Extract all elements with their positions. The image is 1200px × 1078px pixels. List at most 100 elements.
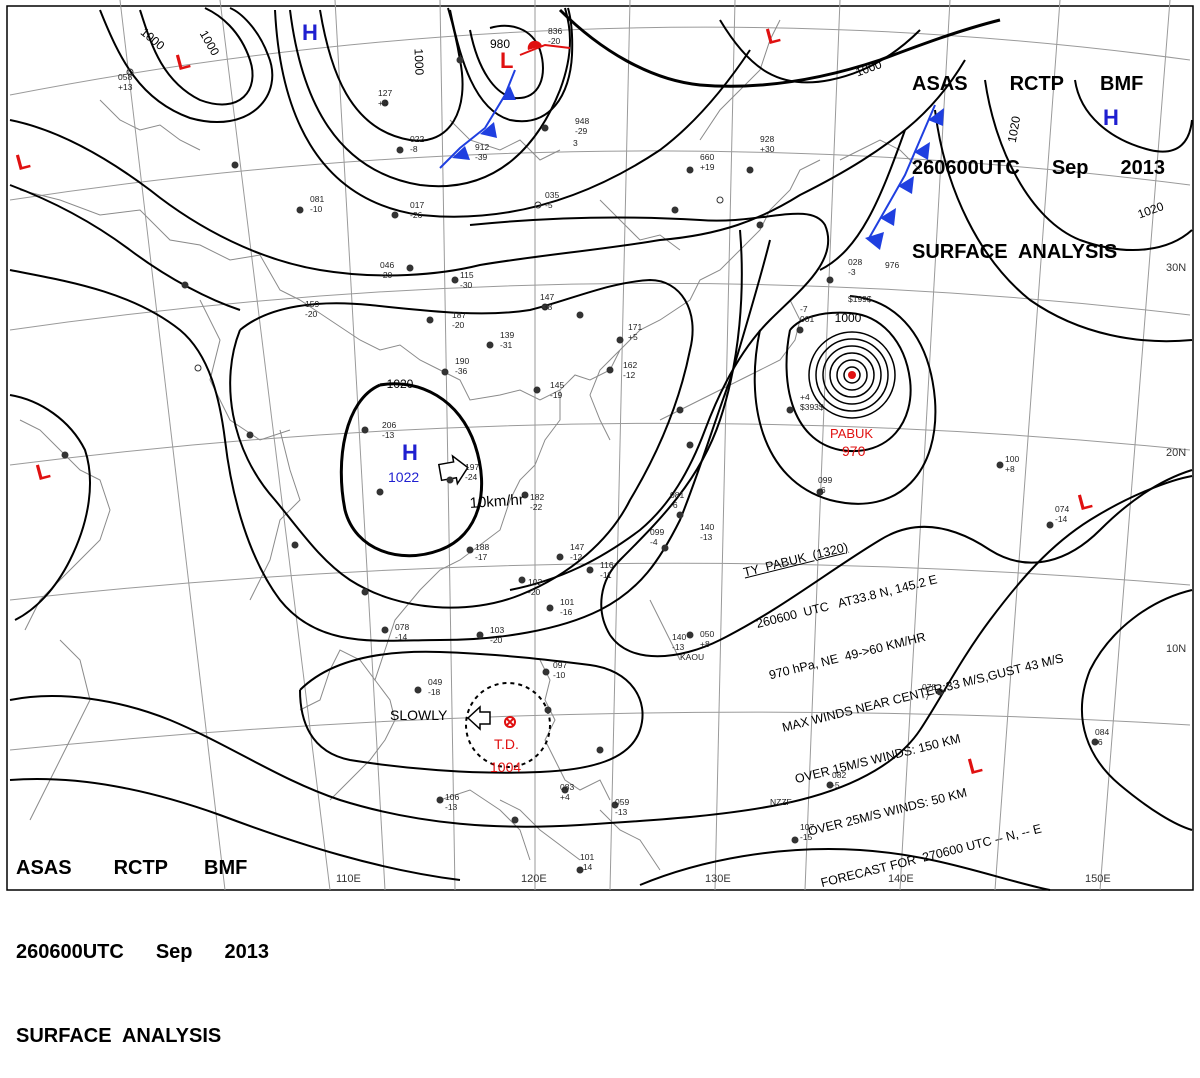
station-value: -10 xyxy=(310,204,323,214)
station-value: -17 xyxy=(475,552,488,562)
station-value: 082 xyxy=(832,770,846,780)
station-value: 976 xyxy=(885,260,899,270)
high-pressure-value: 1022 xyxy=(388,469,419,485)
isobar-label: 1020 xyxy=(387,377,414,391)
lat-lon-grid xyxy=(9,0,1191,891)
station-value: -31 xyxy=(500,340,513,350)
station-value: 948 xyxy=(575,116,589,126)
isobar-label: 1000 xyxy=(835,311,862,325)
low-center-label: L xyxy=(13,148,32,176)
station-value: +8 xyxy=(700,639,710,649)
parallel-line xyxy=(9,26,1191,96)
station-value: +30 xyxy=(760,144,775,154)
station-value: -20 xyxy=(305,309,318,319)
typhoon-name: PABUK xyxy=(830,426,873,441)
isobars xyxy=(9,7,1193,891)
isobar xyxy=(819,129,906,271)
station-value: 059 xyxy=(615,797,629,807)
isobar-label: 1000 xyxy=(412,48,427,75)
station-value: 147 xyxy=(540,292,554,302)
station-value: $199$ xyxy=(848,294,872,304)
station-value: -24 xyxy=(465,472,478,482)
station-value: -13 xyxy=(700,532,713,542)
header-bottom-line1: ASAS RCTP BMF xyxy=(16,857,248,879)
isobar-1000 xyxy=(719,19,921,84)
station-value: NZZF xyxy=(770,797,792,807)
station-value: -12 xyxy=(570,552,583,562)
isobar xyxy=(469,212,830,591)
station-value: 101 xyxy=(580,852,594,862)
isobar xyxy=(289,7,571,188)
station-value: +4 xyxy=(378,98,388,108)
lon-label: 140E xyxy=(888,873,914,885)
meridian-line xyxy=(994,0,1061,891)
td-pressure: 1004 xyxy=(490,759,521,775)
station-value: 159 xyxy=(305,299,319,309)
map-border xyxy=(6,5,1194,891)
td-motion-arrow-icon xyxy=(466,705,491,731)
station-value: -5 xyxy=(545,200,553,210)
isobar xyxy=(9,184,241,311)
station-value: 001 xyxy=(800,314,814,324)
low-center-label: L xyxy=(763,22,782,50)
isobar-label: 980 xyxy=(490,37,510,51)
isobar xyxy=(139,7,254,106)
pressure-centers: H H H L L L L L L L xyxy=(13,20,1119,779)
station-value: -6 xyxy=(818,485,826,495)
station-value: 084 xyxy=(1095,727,1109,737)
isobar-label: 1000 xyxy=(197,28,223,58)
isobar-1000-pabuk xyxy=(785,311,912,453)
station-value: 928 xyxy=(760,134,774,144)
parallel-line xyxy=(9,150,1191,201)
station-value: 028 xyxy=(848,257,862,267)
station-value: -15 xyxy=(800,832,813,842)
header-top-line3: SURFACE ANALYSIS xyxy=(912,241,1118,263)
station-value: 190 xyxy=(455,356,469,366)
isobar xyxy=(9,778,461,881)
station-value: 046 xyxy=(380,260,394,270)
isobar xyxy=(449,7,574,123)
station-value: -19 xyxy=(550,390,563,400)
isobar-labels: 1000 1000 1000 1000 1020 1020 1020 1000 … xyxy=(138,25,1166,391)
station-value: 116 xyxy=(600,560,614,570)
isobar xyxy=(639,848,1051,891)
station-value: 660 xyxy=(700,152,714,162)
meridian-line xyxy=(804,0,841,891)
isobar-label: 1020 xyxy=(1005,115,1023,144)
station-value: +8 xyxy=(1005,464,1015,474)
station-value: 103 xyxy=(490,625,504,635)
parallel-line xyxy=(9,282,1191,331)
isobar xyxy=(99,7,274,124)
isobar-1020-high xyxy=(339,382,483,558)
parallel-line xyxy=(9,422,1191,466)
cold-front-east xyxy=(865,104,944,250)
station-value: 188 xyxy=(475,542,489,552)
station-value: +13 xyxy=(118,82,133,92)
station-value: 127 xyxy=(378,88,392,98)
station-value: -13 xyxy=(615,807,628,817)
station-value: 187 xyxy=(452,310,466,320)
typhoon-isobars xyxy=(808,331,896,419)
isobar-label: 1000 xyxy=(854,57,884,79)
meridian-line xyxy=(1099,0,1171,891)
low-center-label: L xyxy=(33,458,52,486)
station-value: -7 xyxy=(800,304,808,314)
station-value: -20 xyxy=(452,320,465,330)
isobar xyxy=(600,229,1193,658)
station-value: 017 xyxy=(410,200,424,210)
station-value: 140 xyxy=(672,632,686,642)
typhoon-pressure: 970 xyxy=(842,443,866,459)
station-value: 836 xyxy=(548,26,562,36)
lon-label: 120E xyxy=(521,873,547,885)
station-value: 171 xyxy=(628,322,642,332)
station-value: 115 xyxy=(460,270,474,280)
td-name: T.D. xyxy=(494,736,519,752)
isobar xyxy=(9,239,771,642)
lat-label: 20N xyxy=(1166,447,1186,459)
station-value: 100 xyxy=(1005,454,1019,464)
isobar xyxy=(9,475,1193,828)
meridian-line xyxy=(439,0,456,891)
high-motion-arrow-icon xyxy=(437,454,469,486)
header-bottom-line3: SURFACE ANALYSIS xyxy=(16,1025,222,1047)
